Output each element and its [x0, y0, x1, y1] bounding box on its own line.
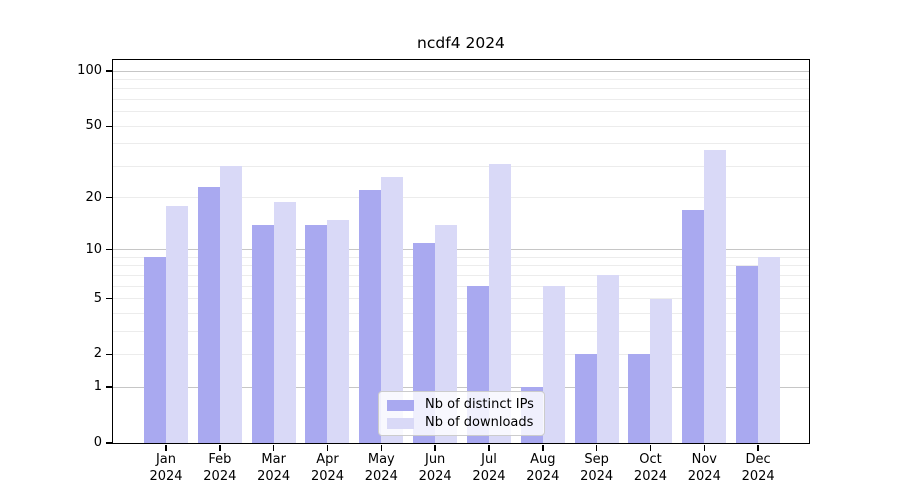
gridline-minor: [113, 256, 809, 258]
legend: Nb of distinct IPs Nb of downloads: [378, 391, 545, 436]
legend-swatch-distinct-ips: [387, 399, 414, 411]
gridline-minor: [113, 111, 809, 113]
y-axis-tick: [106, 125, 113, 127]
gridline-minor: [113, 125, 809, 127]
y-axis-tick-label: 0: [93, 435, 102, 450]
x-axis-tick: [219, 444, 221, 451]
x-axis-tick-label: May 2024: [364, 452, 398, 484]
bar-downloads: [650, 298, 673, 443]
x-axis-tick: [757, 444, 759, 451]
gridline-minor: [113, 99, 809, 101]
x-axis-tick: [649, 444, 652, 451]
x-axis-tick-label: Feb 2024: [203, 452, 237, 484]
x-axis-tick-label: Oct 2024: [633, 452, 668, 484]
gridline-minor: [113, 265, 809, 267]
bar-downloads: [758, 257, 781, 443]
bar-distinct-ips: [144, 257, 166, 443]
y-axis-tick: [106, 249, 113, 251]
x-axis-tick-label: Jul 2024: [472, 452, 506, 484]
bar-downloads: [381, 177, 404, 443]
gridline-minor: [113, 330, 809, 332]
bar-distinct-ips: [628, 354, 651, 443]
x-axis-tick-label: Mar 2024: [257, 452, 291, 484]
bar-downloads: [596, 275, 619, 443]
y-axis-tick: [106, 442, 113, 444]
gridline-minor: [113, 285, 809, 287]
x-axis-tick: [326, 444, 329, 451]
y-axis-tick-label: 10: [85, 241, 102, 257]
bar-distinct-ips: [682, 210, 705, 443]
x-axis-tick-label: Apr 2024: [310, 452, 345, 484]
gridline-major: [113, 70, 809, 72]
chart-title: ncdf4 2024: [417, 34, 505, 52]
x-axis-tick-label: Dec 2024: [741, 452, 775, 484]
bar-downloads: [704, 149, 727, 443]
bar-downloads: [327, 219, 350, 443]
legend-swatch-downloads: [387, 417, 414, 429]
bar-distinct-ips: [574, 354, 597, 443]
x-axis-tick-label: Aug 2024: [526, 452, 560, 484]
x-axis-tick-label: Nov 2024: [687, 452, 721, 484]
y-axis-tick-label: 5: [93, 290, 102, 306]
legend-label-downloads: Nb of downloads: [425, 415, 534, 430]
bar-distinct-ips: [736, 265, 759, 443]
bar-downloads: [273, 201, 296, 443]
gridline-minor: [113, 197, 809, 199]
bar-downloads: [542, 286, 565, 443]
x-axis-tick: [703, 444, 705, 451]
bar-distinct-ips: [359, 190, 382, 443]
x-axis-tick: [595, 444, 598, 451]
x-axis-tick: [380, 444, 382, 451]
y-axis-tick-label: 20: [85, 189, 102, 205]
gridline-minor: [113, 298, 809, 300]
x-axis-tick: [488, 444, 490, 451]
x-axis-tick-label: Jun 2024: [418, 452, 452, 484]
y-axis-tick-label: 2: [93, 346, 102, 362]
bar-distinct-ips: [305, 224, 328, 443]
gridline-minor: [113, 88, 809, 90]
gridline-minor: [113, 143, 809, 145]
y-axis-tick: [106, 197, 113, 199]
y-axis-tick: [106, 297, 113, 300]
y-axis-tick: [106, 70, 113, 72]
bar-downloads: [488, 163, 511, 443]
y-axis-tick-label: 50: [85, 118, 102, 134]
x-axis-tick: [542, 444, 544, 451]
gridline-minor: [113, 274, 809, 276]
y-axis-tick-label: 100: [77, 63, 102, 79]
y-axis-tick: [106, 386, 113, 388]
gridline-minor: [113, 165, 809, 167]
bar-downloads: [166, 205, 188, 443]
x-axis-tick: [272, 444, 275, 451]
legend-label-distinct-ips: Nb of distinct IPs: [425, 397, 534, 412]
legend-item-distinct-ips: Nb of distinct IPs: [387, 397, 536, 413]
gridline-major: [113, 386, 809, 388]
x-axis-tick-label: Jan 2024: [149, 452, 183, 484]
x-axis-tick-label: Sep 2024: [580, 452, 614, 484]
bar-distinct-ips: [251, 224, 274, 443]
y-axis-tick-label: 1: [93, 379, 102, 395]
gridline-major: [113, 249, 809, 251]
legend-item-downloads: Nb of downloads: [387, 415, 536, 431]
x-axis-tick: [434, 444, 436, 451]
y-axis-tick: [106, 353, 113, 356]
gridline-minor: [113, 312, 809, 314]
x-axis-tick: [165, 444, 167, 451]
gridline-minor: [113, 79, 809, 81]
gridline-minor: [113, 353, 809, 355]
bar-downloads: [435, 224, 458, 443]
bar-distinct-ips: [197, 186, 220, 443]
bar-downloads: [219, 166, 242, 443]
plot-area: [113, 60, 809, 443]
